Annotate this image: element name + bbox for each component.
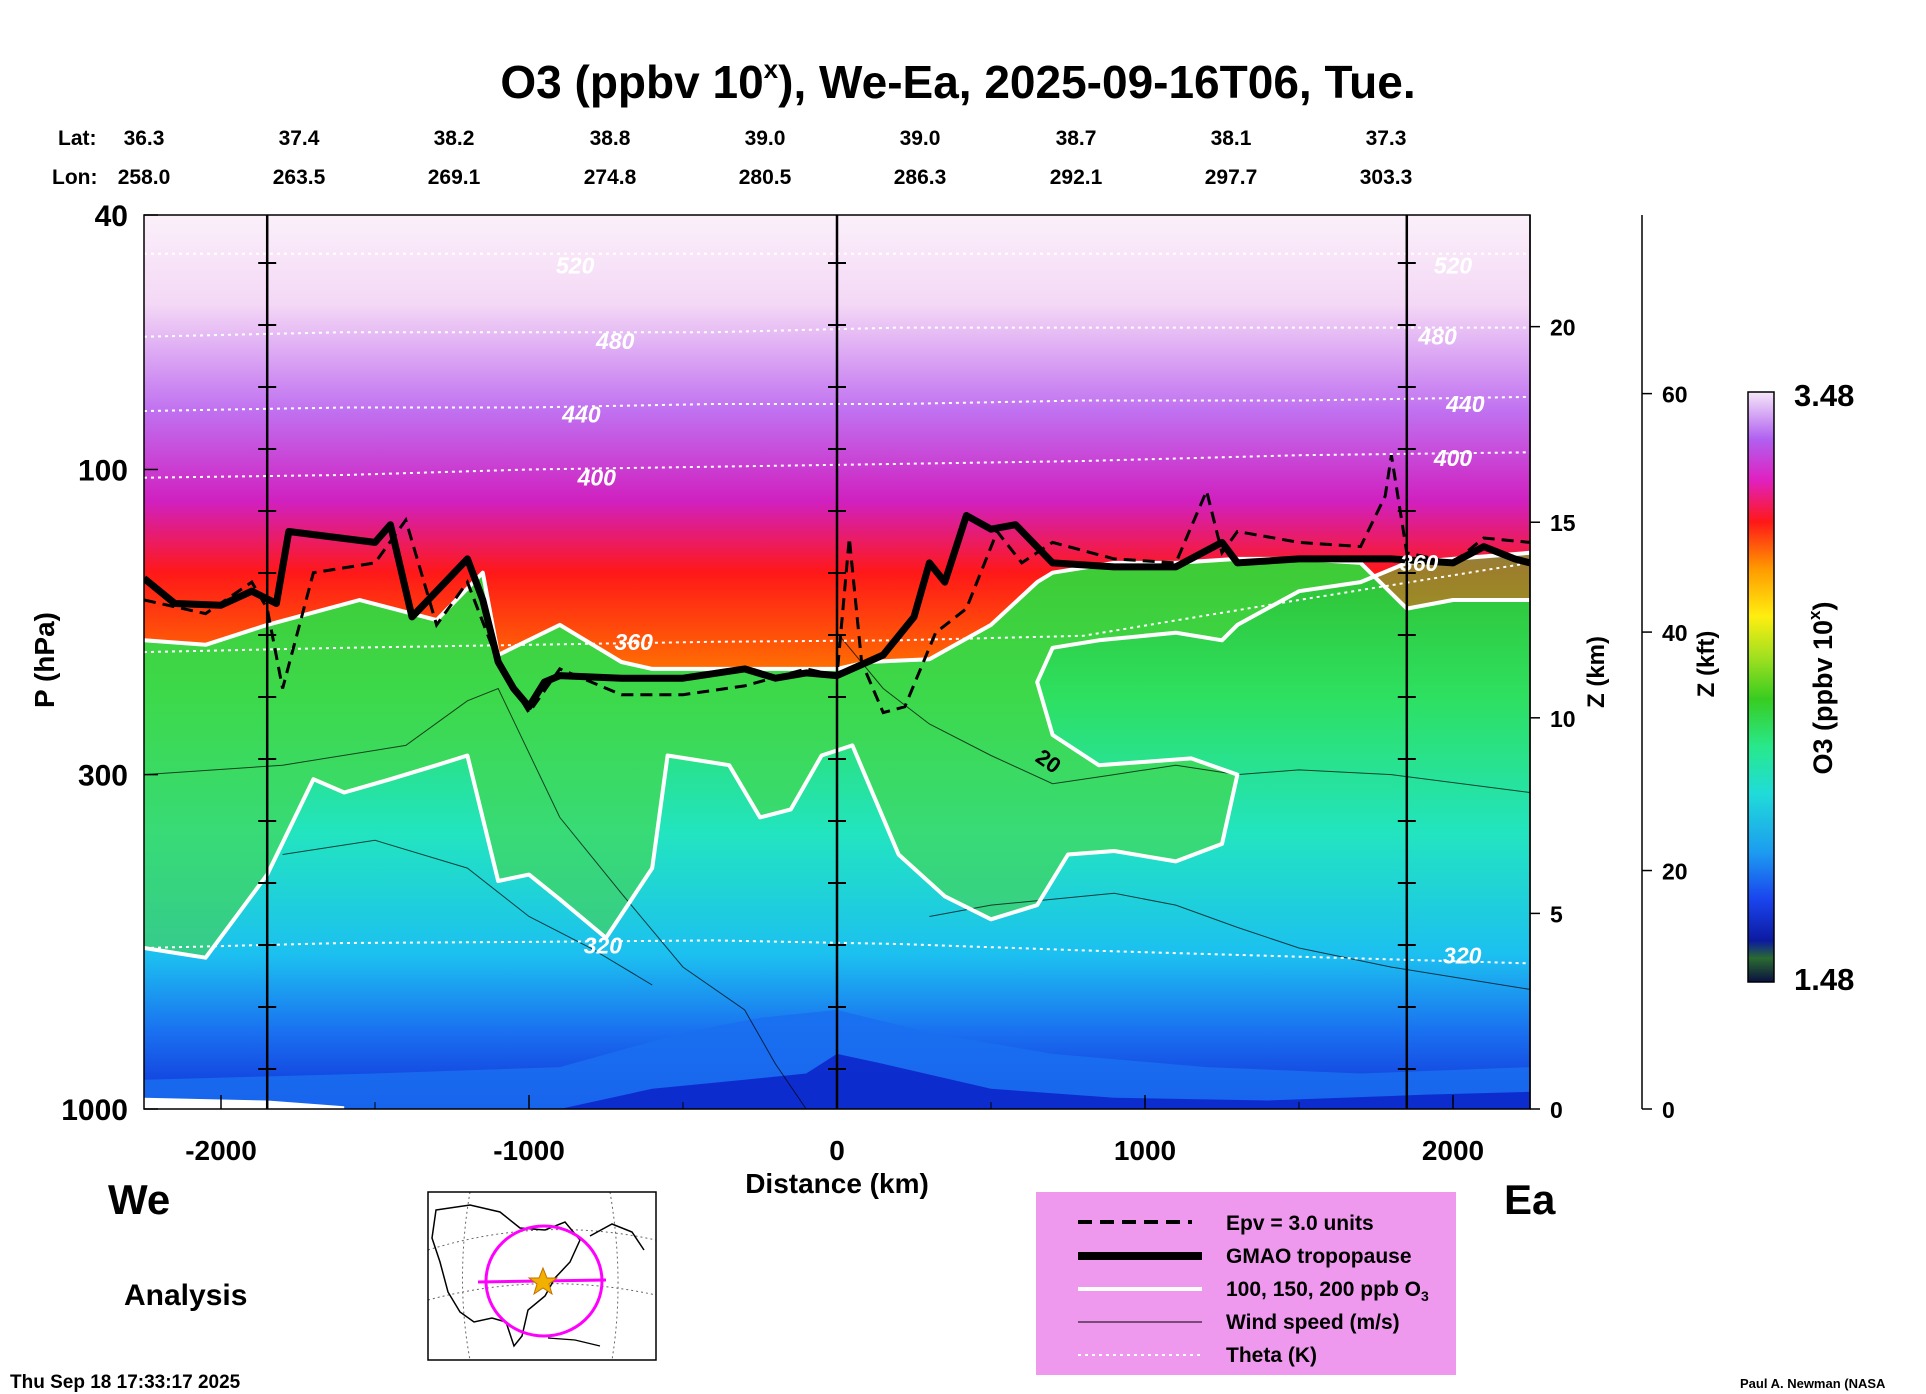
theta-contours xyxy=(144,252,1530,965)
lat-value: 38.2 xyxy=(434,127,475,150)
z-kft-tick-label: 0 xyxy=(1662,1097,1675,1123)
z-km-tick-label: 0 xyxy=(1550,1097,1563,1123)
z-kft-axis: 0 20 40 60 xyxy=(1642,382,1688,1123)
lon-value: 269.1 xyxy=(428,166,481,189)
lon-value: 263.5 xyxy=(273,166,326,189)
z-km-tick-label: 10 xyxy=(1550,706,1576,732)
colorbar-label: O3 (ppbv 10x) xyxy=(1805,601,1838,774)
z-km-tick-label: 5 xyxy=(1550,901,1563,927)
lat-value: 38.1 xyxy=(1211,127,1252,150)
x-tick-label: -2000 xyxy=(185,1135,257,1166)
x-tick-label: 2000 xyxy=(1422,1135,1484,1166)
x-axis-label: Distance (km) xyxy=(745,1168,929,1199)
theta-label: 320 xyxy=(1443,942,1482,968)
theta-contour-440 xyxy=(144,395,1530,412)
z-km-tick-label: 15 xyxy=(1550,510,1576,536)
lat-value: 38.8 xyxy=(590,127,631,150)
lon-value: 274.8 xyxy=(584,166,637,189)
lon-label: Lon: xyxy=(52,166,97,189)
theta-label: 320 xyxy=(584,932,623,958)
lon-value: 303.3 xyxy=(1360,166,1413,189)
theta-label: 440 xyxy=(1445,391,1485,417)
low-ozone-region xyxy=(559,1053,1530,1109)
y-tick-label: 100 xyxy=(78,454,128,487)
theta-contour-360 xyxy=(144,561,1530,654)
direction-west: We xyxy=(108,1176,170,1223)
inset-map xyxy=(427,1191,657,1361)
theta-label: 480 xyxy=(595,328,635,354)
lat-value: 37.4 xyxy=(279,127,320,150)
x-tick-label: 0 xyxy=(829,1135,845,1166)
wind-contour xyxy=(929,892,1530,990)
lat-value: 37.3 xyxy=(1366,127,1407,150)
z-km-label: Z (km) xyxy=(1583,636,1610,708)
lat-value: 36.3 xyxy=(124,127,165,150)
theta-label: 400 xyxy=(577,465,617,491)
theta-contour-480 xyxy=(144,326,1530,338)
lat-value: 39.0 xyxy=(900,127,941,150)
chart-title: O3 (ppbv 10x), We-Ea, 2025-09-16T06, Tue… xyxy=(500,54,1415,108)
legend-epv: Epv = 3.0 units xyxy=(1226,1212,1374,1235)
theta-label: 360 xyxy=(615,629,654,655)
lon-value: 280.5 xyxy=(739,166,792,189)
legend: Epv = 3.0 units GMAO tropopause 100, 150… xyxy=(1036,1192,1456,1375)
legend-theta: Theta (K) xyxy=(1226,1344,1317,1367)
z-km-axis: 0 5 10 15 20 xyxy=(1530,315,1576,1123)
y-tick-label: 1000 xyxy=(61,1094,128,1127)
wind-speed-contours xyxy=(144,632,1530,1109)
x-tick-label: 1000 xyxy=(1114,1135,1176,1166)
theta-label: 520 xyxy=(1434,253,1473,279)
ozone-contour xyxy=(144,550,1530,960)
y-tick-label: 300 xyxy=(78,760,128,793)
colorbar xyxy=(1747,391,1775,983)
theta-label: 520 xyxy=(556,253,595,279)
tropopause-line xyxy=(144,512,1530,711)
timestamp: Thu Sep 18 17:33:17 2025 xyxy=(10,1372,241,1393)
direction-east: Ea xyxy=(1504,1176,1556,1223)
y-axis: 1000 300 100 40 xyxy=(61,200,158,1127)
lon-value: 297.7 xyxy=(1205,166,1258,189)
lon-value: 286.3 xyxy=(894,166,947,189)
colorbar-max: 3.48 xyxy=(1794,378,1854,413)
credit: Paul A. Newman (NASA xyxy=(1740,1376,1886,1391)
lon-value: 258.0 xyxy=(118,166,171,189)
legend-wind: Wind speed (m/s) xyxy=(1226,1311,1400,1334)
z-kft-tick-label: 60 xyxy=(1662,382,1688,408)
theta-label: 480 xyxy=(1417,324,1457,350)
z-kft-tick-label: 20 xyxy=(1662,859,1688,885)
lon-value: 292.1 xyxy=(1050,166,1103,189)
lat-value: 39.0 xyxy=(745,127,786,150)
x-tick-label: -1000 xyxy=(493,1135,565,1166)
theta-label: 400 xyxy=(1433,445,1473,471)
theta-contour-400 xyxy=(144,451,1530,479)
colorbar-min: 1.48 xyxy=(1794,962,1854,997)
wind-contour xyxy=(144,687,807,1109)
legend-o3: 100, 150, 200 ppb O3 xyxy=(1226,1278,1429,1304)
analysis-label: Analysis xyxy=(124,1279,247,1312)
star-icon xyxy=(527,1266,559,1296)
theta-contour-320 xyxy=(144,939,1530,965)
x-axis: -2000 -1000 0 1000 2000 xyxy=(185,1095,1484,1166)
profile-lines xyxy=(258,215,1416,1109)
lat-lon-header: 36.3 37.4 38.2 38.8 39.0 39.0 38.7 38.1 37.3 258.… xyxy=(118,127,1413,189)
z-kft-label: Z (kft) xyxy=(1693,631,1720,698)
theta-label: 440 xyxy=(561,401,601,427)
lat-value: 38.7 xyxy=(1056,127,1097,150)
wind-contour xyxy=(282,839,653,986)
wind-contour xyxy=(836,632,1530,793)
y-axis-label: P (hPa) xyxy=(29,612,60,708)
z-km-tick-label: 20 xyxy=(1550,315,1576,341)
lat-label: Lat: xyxy=(58,127,97,150)
low-ozone-region xyxy=(144,1097,345,1109)
epv-contour xyxy=(144,454,1530,716)
z-kft-tick-label: 40 xyxy=(1662,620,1688,646)
y-tick-label: 40 xyxy=(95,200,128,233)
legend-tropopause: GMAO tropopause xyxy=(1226,1245,1412,1268)
